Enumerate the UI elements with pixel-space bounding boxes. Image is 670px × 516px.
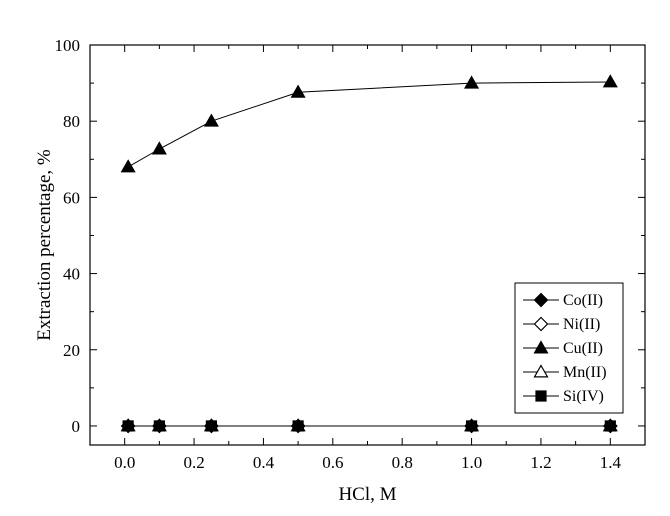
legend-marker xyxy=(533,292,549,308)
y-tick-label: 60 xyxy=(63,188,80,207)
series-siiv xyxy=(122,420,616,432)
x-tick-label: 1.0 xyxy=(461,453,482,472)
x-axis-title: HCl, M xyxy=(338,484,396,505)
y-tick-label: 80 xyxy=(63,112,80,131)
data-point xyxy=(122,420,134,432)
data-point xyxy=(153,420,165,432)
data-point xyxy=(120,159,136,173)
legend-label: Cu(II) xyxy=(563,340,603,357)
series-layer xyxy=(120,74,618,434)
data-point xyxy=(290,84,306,98)
data-point xyxy=(203,113,219,127)
data-point xyxy=(464,75,480,89)
x-axis-ticks: 0.0 0.2 0.4 0.6 0.8 1.0 1.2 1.4 xyxy=(89,45,646,472)
legend-entry: Cu(II) xyxy=(523,340,603,357)
data-point xyxy=(205,420,218,432)
y-tick-label: 100 xyxy=(55,36,81,55)
legend-label: Co(II) xyxy=(563,292,603,309)
legend-entry: Si(IV) xyxy=(523,388,604,405)
legend-label: Mn(II) xyxy=(563,364,607,381)
y-tick-label: 0 xyxy=(72,417,81,436)
legend-entry: Ni(II) xyxy=(523,316,600,333)
data-point xyxy=(604,420,616,432)
legend: Co(II) Ni(II) Cu(II) Mn(II) Si(IV) xyxy=(514,282,624,414)
x-tick-label: 1.4 xyxy=(600,453,622,472)
y-axis-ticks: 0 20 40 60 80 100 xyxy=(55,36,645,436)
legend-marker xyxy=(535,390,547,402)
x-tick-label: 0.8 xyxy=(392,453,413,472)
legend-label: Ni(II) xyxy=(563,316,600,333)
x-tick-label: 0.0 xyxy=(114,453,135,472)
legend-label: Si(IV) xyxy=(563,388,604,405)
y-tick-label: 40 xyxy=(63,265,80,284)
x-tick-label: 1.2 xyxy=(530,453,551,472)
legend-marker xyxy=(533,364,549,378)
x-tick-label: 0.6 xyxy=(322,453,343,472)
x-tick-label: 0.2 xyxy=(183,453,204,472)
data-point xyxy=(151,141,167,155)
legend-marker xyxy=(533,316,549,332)
data-point xyxy=(292,420,304,432)
x-tick-label: 0.4 xyxy=(253,453,275,472)
y-tick-label: 20 xyxy=(63,341,80,360)
data-point xyxy=(602,74,618,88)
y-axis-title: Extraction percentage, % xyxy=(34,149,55,341)
legend-entry: Co(II) xyxy=(523,292,603,309)
series-mnii xyxy=(120,418,618,432)
data-point xyxy=(465,420,478,432)
series-line xyxy=(127,81,611,168)
series-cuii xyxy=(120,74,618,173)
legend-marker xyxy=(533,340,549,354)
legend-entry: Mn(II) xyxy=(523,364,607,381)
